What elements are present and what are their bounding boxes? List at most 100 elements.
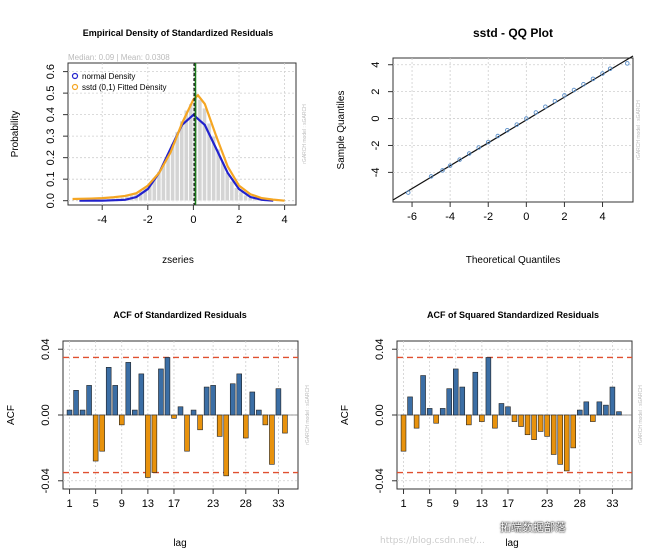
acf-bar bbox=[158, 368, 164, 416]
acf-bar bbox=[243, 414, 249, 439]
histogram-bar bbox=[243, 195, 248, 201]
acf-bar bbox=[550, 414, 557, 455]
density-y-label: Probability bbox=[10, 111, 21, 158]
qq-plot-frame bbox=[392, 57, 634, 203]
acf-bar bbox=[570, 414, 576, 449]
x-tick-label: 2 bbox=[236, 214, 242, 226]
qq-point bbox=[447, 163, 453, 168]
histogram-bar bbox=[234, 187, 239, 201]
acf-bar bbox=[426, 408, 433, 416]
y-tick-label: -0.04 bbox=[374, 468, 386, 493]
qq-point bbox=[466, 151, 472, 156]
acf1-y-label: ACF bbox=[6, 405, 17, 425]
x-tick-label: 2 bbox=[561, 211, 567, 223]
acf-bar bbox=[616, 411, 622, 416]
acf-bar bbox=[596, 401, 603, 416]
qq-point bbox=[571, 87, 577, 93]
acf-bar bbox=[256, 409, 262, 416]
y-tick-label: 0.00 bbox=[374, 404, 386, 425]
acf-bar bbox=[524, 414, 531, 436]
acf-bar bbox=[485, 357, 492, 416]
acf-bar bbox=[518, 414, 524, 427]
qq-point bbox=[600, 71, 605, 76]
acf2-x-label: lag bbox=[505, 538, 518, 549]
x-tick-label: 28 bbox=[240, 498, 252, 510]
x-tick-label: 5 bbox=[93, 498, 99, 510]
acf2-title: ACF of Squared Standardized Residuals bbox=[427, 310, 599, 320]
histogram-bar bbox=[202, 107, 207, 201]
density-histogram bbox=[79, 92, 271, 201]
acf-bar bbox=[190, 409, 197, 416]
x-tick-label: -2 bbox=[483, 211, 493, 223]
qq-x-label: Theoretical Quantiles bbox=[466, 255, 561, 266]
acf-bar bbox=[262, 414, 269, 426]
y-tick-label: 0.2 bbox=[45, 150, 57, 165]
acf2-side-note: rGARCH model : sGARCH bbox=[638, 385, 644, 445]
acf-bar bbox=[184, 414, 190, 452]
acf-bar bbox=[125, 362, 132, 416]
acf-bar bbox=[446, 388, 452, 416]
y-tick-label: -4 bbox=[370, 168, 382, 178]
qq-point bbox=[514, 122, 520, 127]
acf-bar bbox=[590, 414, 596, 422]
acf-bar bbox=[420, 375, 426, 416]
acf-bar bbox=[269, 414, 275, 465]
acf-residuals-panel: ACF of Standardized Residuals 1 5 9 13 17 23 2… bbox=[6, 310, 311, 549]
x-tick-label: 0 bbox=[523, 211, 529, 223]
histogram-bar bbox=[184, 110, 189, 201]
x-tick-label: 9 bbox=[453, 498, 459, 510]
acf-bar bbox=[197, 414, 203, 431]
acf-bar bbox=[249, 391, 256, 416]
x-tick-label: 9 bbox=[119, 498, 125, 510]
acf-bar bbox=[145, 414, 151, 478]
acf-bar bbox=[164, 357, 171, 416]
qq-point bbox=[581, 81, 586, 87]
acf-bar bbox=[603, 404, 609, 416]
acf-bar bbox=[583, 401, 590, 416]
qq-reference-line bbox=[392, 55, 634, 201]
acf2-x-ticks: 1 5 9 13 17 23 28 33 bbox=[400, 489, 619, 510]
acf-bar bbox=[537, 414, 544, 432]
acf-bar bbox=[203, 386, 210, 416]
x-tick-label: 33 bbox=[272, 498, 284, 510]
x-tick-label: 5 bbox=[427, 498, 433, 510]
y-tick-label: 0.0 bbox=[45, 193, 57, 208]
acf-bar bbox=[511, 414, 518, 422]
x-tick-label: -4 bbox=[97, 214, 107, 226]
qq-point bbox=[590, 76, 596, 82]
density-x-ticks: -4 -2 0 2 4 bbox=[97, 205, 288, 226]
y-tick-label: -0.04 bbox=[40, 468, 52, 493]
acf-bar bbox=[544, 414, 550, 437]
acf-bar bbox=[151, 414, 158, 473]
acf-bar bbox=[112, 385, 118, 416]
histogram-bar bbox=[206, 123, 212, 201]
density-lines bbox=[72, 63, 285, 205]
x-tick-label: 4 bbox=[599, 211, 605, 223]
x-tick-label: 4 bbox=[282, 214, 288, 226]
acf-bar bbox=[177, 406, 184, 416]
histogram-bar bbox=[174, 131, 180, 201]
acf-bar bbox=[413, 414, 420, 429]
qq-point bbox=[476, 145, 481, 150]
acf-bar bbox=[132, 409, 138, 416]
qq-title: sstd - QQ Plot bbox=[473, 26, 553, 40]
acf-bar bbox=[557, 414, 563, 465]
qq-point bbox=[625, 61, 630, 66]
acf-bar bbox=[73, 390, 79, 416]
acf-bar bbox=[275, 388, 282, 416]
acf-bar bbox=[229, 383, 236, 416]
legend-label-sstd: sstd (0,1) Fitted Density bbox=[82, 83, 166, 92]
acf-bar bbox=[466, 414, 472, 426]
qq-point bbox=[505, 128, 510, 133]
y-tick-label: 2 bbox=[370, 89, 382, 95]
acf-bar bbox=[99, 414, 105, 452]
qq-point bbox=[607, 66, 613, 72]
acf2-y-label: ACF bbox=[340, 405, 351, 425]
histogram-bar bbox=[179, 120, 184, 201]
normal-density-line bbox=[79, 113, 274, 202]
histogram-bar bbox=[215, 148, 221, 201]
qq-point bbox=[562, 93, 567, 98]
y-tick-label: 0.04 bbox=[40, 339, 52, 360]
x-tick-label: 13 bbox=[476, 498, 488, 510]
